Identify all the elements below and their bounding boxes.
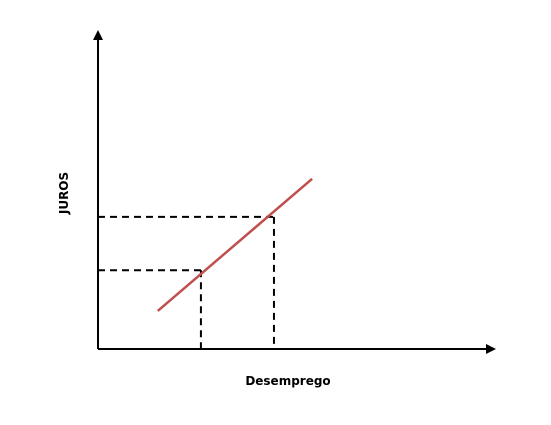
x-axis-title: Desemprego: [245, 374, 330, 388]
guides-layer: [98, 215, 275, 349]
series-layer: [156, 177, 313, 312]
y-axis-title: JUROS: [57, 172, 71, 215]
series-line-1: [156, 177, 313, 312]
